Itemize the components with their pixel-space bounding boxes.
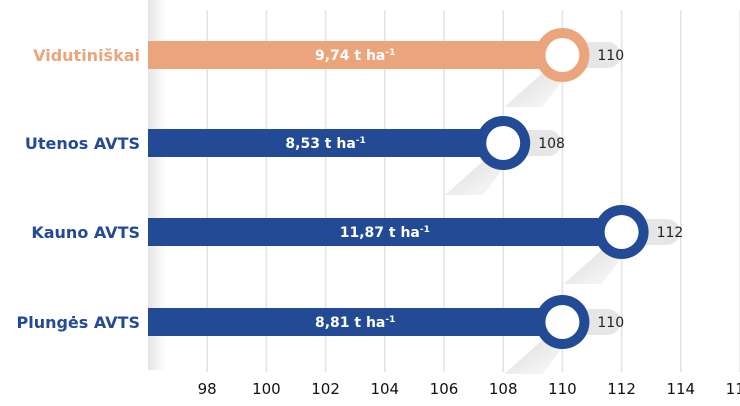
bar-row: Plungės AVTS 8,81 t ha-1 110 bbox=[16, 295, 624, 374]
bar bbox=[148, 308, 563, 336]
x-tick-label: 112 bbox=[607, 380, 636, 398]
x-tick-label: 102 bbox=[311, 380, 340, 398]
category-label: Plungės AVTS bbox=[16, 313, 140, 332]
bar-end-dot bbox=[604, 215, 639, 249]
bar-value-label: 8,53 t ha-1 bbox=[285, 136, 365, 152]
x-tick-label: 114 bbox=[666, 380, 695, 398]
x-tick-label: 104 bbox=[370, 380, 399, 398]
value-label: 110 bbox=[597, 315, 624, 331]
bar-value-label: 9,74 t ha-1 bbox=[315, 48, 395, 64]
x-tick-label: 106 bbox=[430, 380, 459, 398]
bar-value-label: 8,81 t ha-1 bbox=[315, 315, 395, 331]
value-label: 112 bbox=[657, 225, 684, 241]
x-axis-ticks: 98 100 102 104 106 108 110 112 114 116 bbox=[198, 380, 740, 398]
bar bbox=[148, 41, 563, 69]
category-label: Kauno AVTS bbox=[31, 223, 140, 242]
bar-end-dot bbox=[486, 126, 521, 160]
x-tick-label: 98 bbox=[198, 380, 217, 398]
bar-row: Vidutiniškai 9,74 t ha-1 110 bbox=[33, 28, 624, 107]
bar bbox=[148, 129, 504, 157]
value-label: 110 bbox=[597, 48, 624, 64]
x-tick-label: 100 bbox=[252, 380, 281, 398]
bars-group: Vidutiniškai 9,74 t ha-1 110 Utenos AVTS 8,5… bbox=[16, 28, 683, 374]
value-label: 108 bbox=[538, 136, 565, 152]
x-tick-label: 116 bbox=[726, 380, 740, 398]
bar-end-dot bbox=[545, 305, 580, 339]
bar-row: Kauno AVTS 11,87 t ha-1 112 bbox=[31, 205, 683, 284]
axis-shadow bbox=[148, 0, 166, 370]
bar bbox=[148, 218, 622, 246]
category-label: Vidutiniškai bbox=[33, 46, 140, 65]
bar-value-label: 11,87 t ha-1 bbox=[340, 225, 430, 241]
x-tick-label: 110 bbox=[548, 380, 577, 398]
x-tick-label: 108 bbox=[489, 380, 518, 398]
bar-row: Utenos AVTS 8,53 t ha-1 108 bbox=[25, 116, 565, 195]
bar-end-dot bbox=[545, 38, 580, 72]
category-label: Utenos AVTS bbox=[25, 134, 140, 153]
